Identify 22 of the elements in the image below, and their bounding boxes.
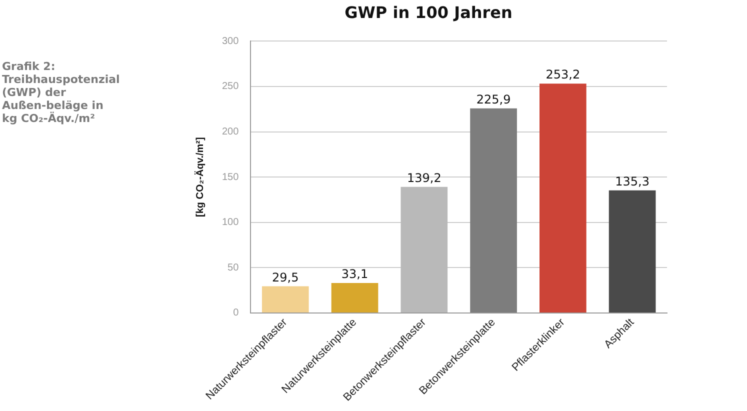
data-label: 253,2 bbox=[546, 68, 580, 82]
data-label: 29,5 bbox=[272, 270, 299, 284]
y-tick-label: 250 bbox=[222, 81, 240, 92]
data-label: 225,9 bbox=[476, 92, 511, 106]
y-tick-label: 100 bbox=[222, 217, 240, 228]
data-label: 139,2 bbox=[406, 171, 442, 185]
y-tick-label: 50 bbox=[228, 262, 240, 274]
bar bbox=[608, 190, 656, 312]
data-label: 135,3 bbox=[615, 174, 650, 189]
y-tick-label: 0 bbox=[233, 308, 240, 319]
data-label: 33,1 bbox=[341, 267, 368, 282]
bar bbox=[470, 108, 517, 312]
bar bbox=[262, 286, 309, 312]
y-tick-label: 300 bbox=[222, 36, 240, 47]
y-tick-label: 200 bbox=[222, 126, 240, 138]
bar bbox=[400, 186, 448, 312]
y-tick-label: 150 bbox=[222, 172, 240, 183]
y-axis-title: [kg CO₂-Äqv./m²] bbox=[194, 137, 206, 217]
bar bbox=[540, 84, 586, 312]
chart-title: GWP in 100 Jahren bbox=[344, 2, 512, 22]
text: Grafik 2: Treibhauspotenzial (GWP) der Außen-beläge in kg CO₂-Äqv./m² bbox=[2, 60, 120, 125]
bar bbox=[331, 282, 378, 312]
